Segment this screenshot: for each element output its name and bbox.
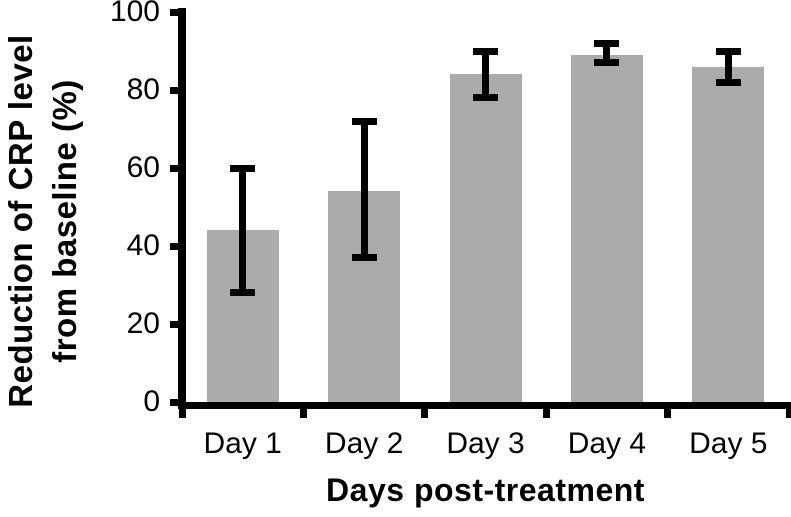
x-axis-tick [542,402,550,418]
y-axis-tick-label: 20 [126,307,160,340]
error-bar-top-cap [230,164,256,172]
error-bar-bottom-cap [230,289,256,297]
error-bar-bottom-cap [715,78,741,86]
x-axis-tick-label: Day 2 [324,427,404,460]
y-axis-tick-label: 0 [143,385,160,418]
y-axis-tick [170,399,186,406]
error-bar-bottom-cap [473,94,498,102]
y-axis-tick [170,321,186,328]
x-axis-tick-label: Day 5 [689,427,768,460]
y-axis-title-line-2: from baseline (%) [46,79,83,363]
x-axis-tick-label: Day 3 [446,427,525,460]
y-axis-tick-label: 80 [126,73,160,106]
error-bar-top-cap [351,117,377,125]
error-bar-bottom-cap [351,254,377,262]
y-axis-line [178,8,186,409]
error-bar-top-cap [715,47,741,55]
y-axis-tick [170,165,186,172]
x-axis-tick [664,402,672,418]
x-axis-tick-label: Day 4 [567,427,647,460]
bar [449,74,522,402]
y-axis-tick-label: 60 [126,151,160,184]
x-axis-tick [785,402,791,418]
x-axis-tick-label: Day 1 [203,427,282,460]
x-axis-tick [421,402,429,418]
error-bar-top-cap [594,39,620,47]
x-axis-tick [299,402,307,418]
y-axis-tick [170,87,186,94]
y-axis-title: Reduction of CRP level from baseline (%) [0,1,89,441]
error-bar-stem [603,43,611,63]
x-axis-title: Days post-treatment [326,472,645,508]
error-bar-stem [360,121,368,258]
error-bar-stem [724,51,732,83]
y-axis-tick [170,243,186,250]
error-bar-top-cap [473,47,498,55]
error-bar-bottom-cap [594,59,620,67]
x-axis-tick [178,402,186,418]
y-axis-title-line-1: Reduction of CRP level [2,34,39,408]
error-bar-stem [239,168,247,293]
y-axis-tick [170,9,186,16]
y-axis-tick-label: 40 [126,229,160,262]
y-axis-tick-label: 100 [109,0,160,28]
bar [570,54,643,402]
bar [692,66,765,402]
x-axis-line [178,402,791,409]
error-bar-stem [482,51,489,98]
